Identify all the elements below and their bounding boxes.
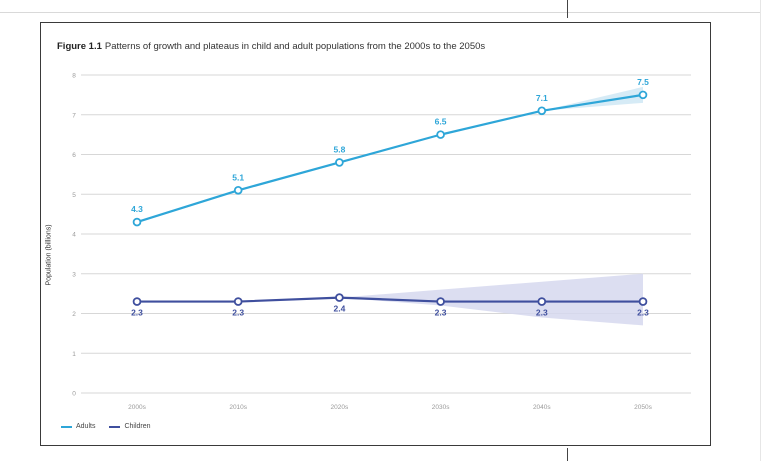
y-tick-6: 6 bbox=[72, 152, 76, 159]
data-label-adults-2020s: 5.8 bbox=[333, 144, 345, 154]
data-label-adults-2050s: 7.5 bbox=[637, 77, 649, 87]
y-tick-3: 3 bbox=[72, 271, 76, 278]
y-tick-8: 8 bbox=[72, 73, 76, 80]
data-label-children-2030s: 2.3 bbox=[435, 308, 447, 318]
point-adults-2000s bbox=[132, 217, 142, 227]
uncertainty-bands bbox=[339, 86, 643, 326]
legend-label-adults: Adults bbox=[76, 423, 96, 430]
y-tick-1: 1 bbox=[72, 351, 76, 358]
point-children-2020s bbox=[335, 293, 344, 302]
data-label-children-2010s: 2.3 bbox=[232, 308, 244, 318]
y-tick-0: 0 bbox=[72, 391, 76, 398]
x-tick-2030s: 2030s bbox=[432, 404, 450, 411]
point-children-2030s bbox=[436, 297, 445, 306]
data-label-children-2040s: 2.3 bbox=[536, 308, 548, 318]
point-adults-2030s bbox=[436, 130, 445, 139]
x-tick-labels: 2000s 2010s 2020s 2030s 2040s 2050s bbox=[128, 404, 652, 411]
y-tick-labels: 0 1 2 3 4 5 6 7 8 bbox=[72, 73, 76, 398]
data-label-adults-2030s: 6.5 bbox=[435, 117, 447, 127]
background-divider-bottom bbox=[567, 448, 568, 461]
legend: Adults Children bbox=[61, 423, 151, 430]
x-tick-2000s: 2000s bbox=[128, 404, 146, 411]
x-tick-2040s: 2040s bbox=[533, 404, 551, 411]
figure-title: Figure 1.1 Patterns of growth and plateau… bbox=[57, 41, 485, 52]
point-children-2040s bbox=[537, 297, 547, 306]
uncertainty-band-children bbox=[339, 273, 643, 326]
legend-label-children: Children bbox=[124, 423, 151, 430]
point-children-2010s bbox=[233, 297, 243, 306]
data-label-adults-2010s: 5.1 bbox=[232, 172, 244, 182]
point-adults-2050s bbox=[638, 90, 648, 100]
figure-card: Figure 1.1 Patterns of growth and plateau… bbox=[40, 22, 711, 446]
data-points bbox=[132, 90, 648, 306]
point-children-2000s bbox=[132, 297, 142, 306]
line-chart: 4.3 5.1 5.8 6.5 7.1 7.5 2.3 2.3 2.4 2.3 2.3 2.3 0 1 2… bbox=[72, 73, 691, 411]
figure-caption: Patterns of growth and plateaus in child… bbox=[104, 41, 486, 52]
data-labels: 4.3 5.1 5.8 6.5 7.1 7.5 2.3 2.3 2.4 2.3 2.3 2.3 bbox=[131, 77, 649, 318]
legend-item-children: Children bbox=[109, 423, 151, 430]
data-label-adults-2000s: 4.3 bbox=[131, 204, 143, 214]
y-tick-4: 4 bbox=[72, 232, 76, 239]
x-tick-2050s: 2050s bbox=[634, 404, 652, 411]
point-adults-2010s bbox=[233, 185, 243, 195]
y-tick-2: 2 bbox=[72, 311, 76, 318]
gridlines bbox=[81, 74, 691, 394]
uncertainty-band-adults bbox=[541, 86, 643, 111]
data-label-children-2050s: 2.3 bbox=[637, 308, 649, 318]
data-label-children-2000s: 2.3 bbox=[131, 308, 143, 318]
figure-number: Figure 1.1 bbox=[57, 41, 102, 52]
x-tick-2020s: 2020s bbox=[331, 404, 349, 411]
series-line-adults bbox=[136, 93, 644, 224]
legend-swatch-adults bbox=[61, 425, 72, 428]
series-line-children bbox=[137, 296, 643, 303]
y-tick-5: 5 bbox=[72, 192, 76, 199]
point-children-2050s bbox=[638, 297, 648, 306]
data-label-children-2020s: 2.4 bbox=[333, 304, 345, 314]
series-lines bbox=[136, 93, 644, 303]
data-label-adults-2040s: 7.1 bbox=[536, 93, 548, 103]
y-tick-7: 7 bbox=[72, 112, 76, 119]
background-page-rule bbox=[0, 12, 760, 13]
background-page-edge bbox=[760, 0, 761, 461]
point-adults-2040s bbox=[537, 106, 547, 116]
legend-item-adults: Adults bbox=[61, 423, 95, 430]
background-divider-top bbox=[567, 0, 568, 18]
point-adults-2020s bbox=[335, 158, 344, 167]
legend-swatch-children bbox=[109, 425, 121, 428]
x-tick-2010s: 2010s bbox=[229, 404, 247, 411]
